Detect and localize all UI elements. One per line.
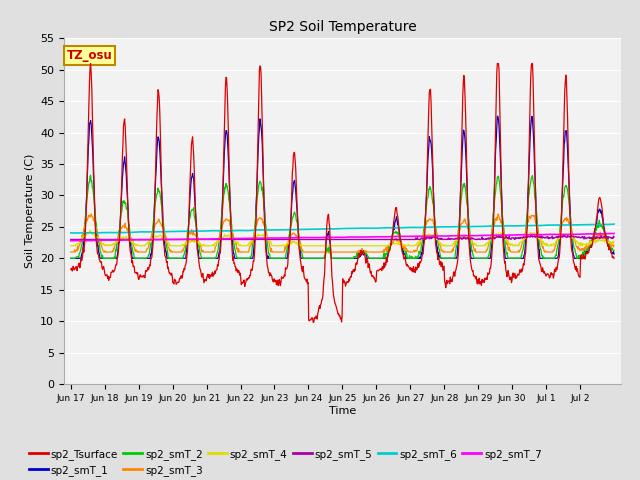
sp2_Tsurface [309,320,317,325]
sp2_smT_1 [168,255,175,261]
sp2_smT_4 [592,238,600,243]
sp2_smT_3 [87,211,95,217]
Line: sp2_smT_1: sp2_smT_1 [71,116,614,258]
sp2_smT_2 [388,235,396,241]
sp2_Tsurface [93,251,101,256]
sp2_smT_5 [592,234,600,240]
sp2_smT_1 [493,113,501,119]
sp2_smT_6 [388,225,396,231]
sp2_smT_5 [527,232,534,238]
Line: sp2_Tsurface: sp2_Tsurface [71,63,614,323]
sp2_smT_5 [292,237,300,242]
sp2_smT_5 [610,234,618,240]
sp2_smT_3 [388,240,396,246]
Line: sp2_smT_4: sp2_smT_4 [71,230,614,246]
sp2_smT_4 [67,243,75,249]
sp2_Tsurface [388,236,396,241]
sp2_smT_6 [293,227,301,232]
sp2_Tsurface [67,266,75,272]
Legend: sp2_Tsurface, sp2_smT_1, sp2_smT_2, sp2_smT_3, sp2_smT_4, sp2_smT_5, sp2_smT_6, : sp2_Tsurface, sp2_smT_1, sp2_smT_2, sp2_… [25,444,547,480]
sp2_smT_4 [388,241,396,247]
sp2_smT_3 [93,229,101,235]
sp2_smT_3 [584,244,591,250]
X-axis label: Time: Time [329,406,356,416]
sp2_smT_2 [592,225,600,231]
sp2_Tsurface [593,216,600,222]
sp2_smT_3 [67,249,75,255]
sp2_smT_3 [293,234,301,240]
sp2_smT_3 [592,235,600,240]
sp2_smT_6 [610,221,618,227]
Line: sp2_smT_5: sp2_smT_5 [71,235,614,240]
sp2_smT_4 [86,228,94,233]
sp2_smT_2 [67,255,75,261]
sp2_smT_1 [610,251,618,257]
Y-axis label: Soil Temperature (C): Soil Temperature (C) [24,154,35,268]
sp2_smT_7 [67,238,75,243]
sp2_smT_6 [592,222,600,228]
sp2_smT_4 [93,234,101,240]
sp2_smT_5 [93,237,100,242]
sp2_smT_7 [93,238,101,243]
sp2_smT_6 [168,228,176,234]
sp2_Tsurface [293,196,301,202]
sp2_smT_7 [293,235,301,240]
sp2_smT_5 [168,237,175,242]
Line: sp2_smT_7: sp2_smT_7 [71,233,614,240]
Text: TZ_osu: TZ_osu [67,49,113,62]
sp2_smT_4 [293,240,301,245]
sp2_smT_5 [584,235,591,240]
sp2_smT_6 [584,222,591,228]
sp2_smT_2 [87,172,95,178]
sp2_smT_2 [610,248,618,253]
sp2_smT_1 [292,196,300,202]
sp2_smT_7 [592,231,600,237]
sp2_smT_4 [584,241,591,247]
sp2_smT_7 [388,234,396,240]
sp2_smT_1 [584,249,591,254]
sp2_smT_2 [584,245,591,251]
sp2_smT_4 [168,243,176,249]
sp2_smT_5 [67,237,75,242]
sp2_smT_2 [293,219,301,225]
sp2_smT_1 [387,242,395,248]
sp2_smT_6 [93,230,101,236]
sp2_smT_7 [79,238,86,243]
sp2_smT_6 [72,230,80,236]
sp2_Tsurface [610,255,618,261]
sp2_smT_1 [93,236,100,242]
Title: SP2 Soil Temperature: SP2 Soil Temperature [269,21,416,35]
Line: sp2_smT_6: sp2_smT_6 [71,224,614,233]
sp2_smT_2 [93,234,101,240]
sp2_smT_5 [387,237,395,242]
sp2_smT_3 [168,249,176,255]
sp2_smT_6 [67,230,75,236]
sp2_smT_7 [610,230,618,236]
sp2_Tsurface [584,249,592,255]
sp2_smT_7 [584,231,591,237]
sp2_smT_7 [168,237,176,242]
sp2_Tsurface [168,273,176,279]
sp2_smT_2 [168,255,176,261]
sp2_smT_1 [592,222,600,228]
Line: sp2_smT_2: sp2_smT_2 [71,175,614,258]
Line: sp2_smT_3: sp2_smT_3 [71,214,614,252]
sp2_smT_3 [610,243,618,249]
sp2_Tsurface [87,60,95,66]
sp2_smT_4 [610,239,618,244]
sp2_smT_1 [67,255,75,261]
